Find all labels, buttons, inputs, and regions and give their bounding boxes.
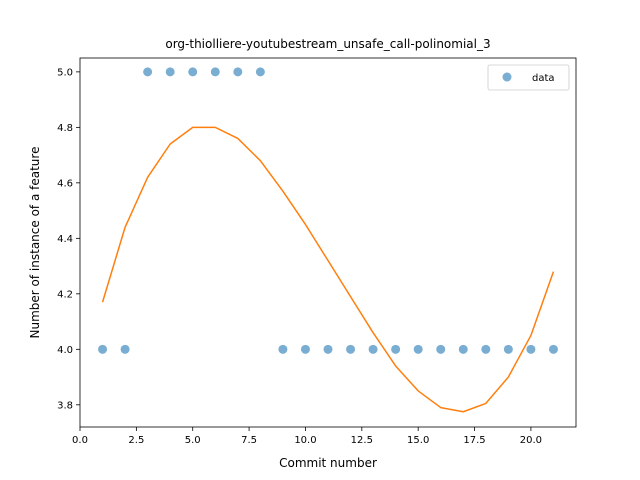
data-point [481, 344, 491, 354]
x-tick-label: 2.5 [128, 435, 144, 446]
data-point [391, 344, 401, 354]
fit-line [101, 126, 555, 413]
data-point [346, 344, 356, 354]
data-point [436, 344, 446, 354]
x-tick-label: 10.0 [294, 435, 316, 446]
legend-label-data: data [532, 73, 555, 84]
data-point [120, 344, 130, 354]
y-tick-label: 4.4 [57, 234, 73, 245]
y-axis-label: Number of instance of a feature [28, 147, 42, 339]
y-tick-label: 4.8 [57, 123, 73, 134]
data-point [368, 344, 378, 354]
data-point [98, 344, 108, 354]
data-point [188, 67, 198, 77]
data-point [255, 67, 265, 77]
x-tick-label: 20.0 [520, 435, 542, 446]
x-axis: 0.0 2.5 5.0 7.5 10.0 12.5 15.0 17.5 20.0 [72, 427, 542, 446]
x-tick-label: 12.5 [351, 435, 373, 446]
legend-marker-data [502, 72, 512, 82]
data-point [233, 67, 243, 77]
legend: data [487, 64, 570, 91]
plot-frame [79, 57, 577, 428]
y-tick-label: 3.8 [57, 400, 73, 411]
data-point [210, 67, 220, 77]
x-tick-label: 5.0 [185, 435, 201, 446]
x-tick-label: 15.0 [407, 435, 429, 446]
x-axis-label: Commit number [279, 456, 377, 470]
data-point [548, 344, 558, 354]
data-point [165, 67, 175, 77]
y-axis: 3.8 4.0 4.2 4.4 4.6 4.8 5.0 [57, 67, 80, 411]
data-point [278, 344, 288, 354]
y-tick-label: 5.0 [57, 67, 73, 78]
fit-line-layer [101, 126, 555, 413]
data-point [413, 344, 423, 354]
x-tick-label: 7.5 [241, 435, 257, 446]
plot-area [80, 58, 576, 427]
x-tick-label: 0.0 [72, 435, 88, 446]
data-points-layer [98, 67, 558, 354]
data-point [526, 344, 536, 354]
data-point [503, 344, 513, 354]
data-point [143, 67, 153, 77]
y-tick-label: 4.2 [57, 289, 73, 300]
x-tick-label: 17.5 [463, 435, 485, 446]
data-point [323, 344, 333, 354]
data-point [300, 344, 310, 354]
y-tick-label: 4.0 [57, 345, 73, 356]
chart-title: org-thiolliere-youtubestream_unsafe_call… [165, 37, 490, 51]
legend-box [487, 64, 570, 91]
data-point [458, 344, 468, 354]
y-tick-label: 4.6 [57, 178, 73, 189]
